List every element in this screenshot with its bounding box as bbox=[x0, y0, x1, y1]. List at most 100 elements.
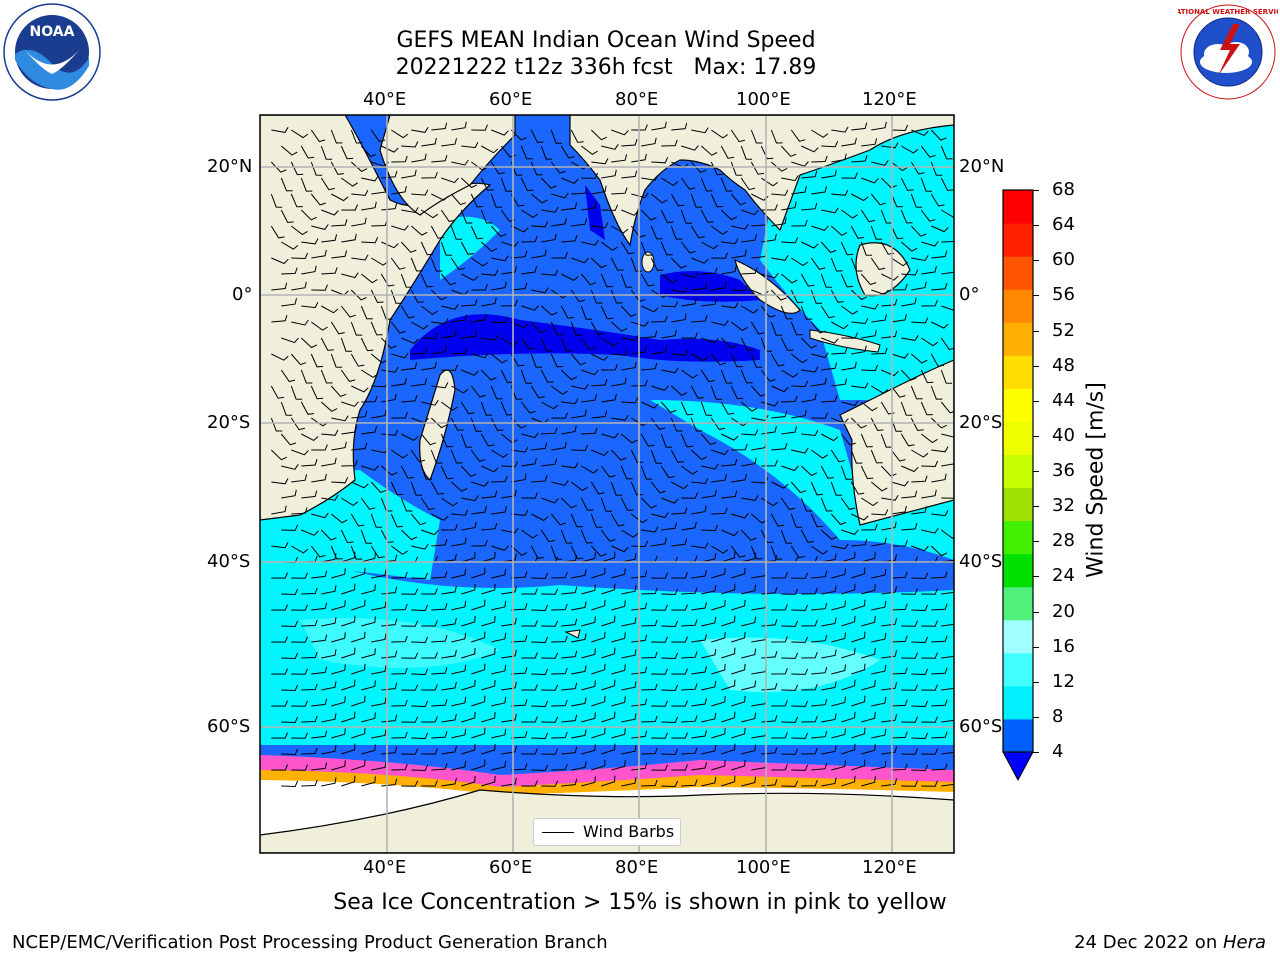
wind-barb bbox=[481, 775, 496, 787]
wind-barb bbox=[441, 585, 457, 595]
wind-barb bbox=[831, 760, 846, 771]
wind-barb bbox=[421, 529, 439, 536]
wind-barb bbox=[601, 711, 616, 723]
wind-barb bbox=[781, 716, 799, 723]
wind-barb bbox=[800, 273, 815, 287]
wind-barb bbox=[801, 779, 818, 787]
wind-barb bbox=[511, 763, 528, 771]
wind-barb bbox=[341, 272, 359, 279]
wind-barb bbox=[410, 513, 427, 526]
wind-barb bbox=[941, 655, 954, 659]
wind-barb bbox=[840, 497, 856, 510]
wind-barb bbox=[291, 129, 309, 139]
wind-barb bbox=[820, 305, 835, 319]
wind-barb bbox=[391, 635, 408, 643]
wind-barb bbox=[931, 510, 949, 517]
wind-barb bbox=[301, 459, 318, 467]
wind-barb bbox=[321, 585, 337, 595]
wind-barb bbox=[721, 647, 736, 659]
wind-barb bbox=[281, 337, 299, 344]
wind-barb bbox=[321, 494, 339, 501]
wind-barb bbox=[791, 409, 807, 419]
wind-barb bbox=[681, 297, 697, 307]
wind-barb bbox=[381, 202, 398, 211]
wind-barb bbox=[521, 748, 538, 755]
wind-barb bbox=[350, 161, 368, 173]
wind-barb bbox=[661, 748, 679, 756]
colorbar-under-triangle bbox=[1002, 751, 1034, 782]
wind-barb bbox=[541, 652, 559, 659]
wind-barb bbox=[860, 465, 874, 480]
wind-barb bbox=[870, 193, 886, 206]
wind-barb bbox=[671, 732, 688, 739]
wind-barb bbox=[811, 762, 828, 771]
wind-barb bbox=[450, 257, 466, 271]
wind-barb bbox=[781, 748, 799, 755]
wind-barb bbox=[321, 617, 337, 627]
wind-barb bbox=[811, 352, 829, 359]
wind-barb bbox=[731, 567, 746, 579]
wind-barb bbox=[570, 321, 583, 336]
wind-barbs-legend: Wind Barbs bbox=[533, 818, 681, 846]
wind-barb bbox=[921, 652, 938, 659]
wind-barb bbox=[521, 457, 537, 467]
wind-barb bbox=[531, 764, 549, 772]
wind-barb bbox=[331, 193, 349, 202]
footer-left: NCEP/EMC/Verification Post Processing Pr… bbox=[12, 932, 608, 953]
colorbar bbox=[1002, 189, 1034, 782]
wind-barb bbox=[430, 481, 445, 495]
lat-tick-left: 60°S bbox=[207, 716, 251, 737]
wind-barb bbox=[941, 719, 954, 723]
wind-barb bbox=[711, 632, 726, 643]
wind-barb bbox=[891, 731, 908, 739]
wind-barb bbox=[381, 145, 399, 153]
wind-barb bbox=[311, 224, 329, 230]
wind-barb bbox=[611, 225, 629, 234]
wind-barb bbox=[731, 759, 746, 771]
legend-line-icon bbox=[542, 832, 574, 833]
wind-barb bbox=[411, 604, 429, 612]
wind-barb bbox=[401, 684, 419, 691]
wind-barb bbox=[731, 249, 747, 259]
wind-barb bbox=[641, 137, 657, 147]
wind-barb bbox=[861, 523, 878, 531]
wind-barb bbox=[371, 761, 387, 771]
wind-barb bbox=[541, 233, 557, 243]
wind-barb bbox=[591, 410, 608, 419]
wind-barb bbox=[841, 551, 856, 563]
wind-barb bbox=[670, 193, 685, 207]
wind-barb bbox=[651, 572, 668, 579]
wind-barb bbox=[731, 695, 746, 707]
wind-barb bbox=[431, 667, 448, 675]
wind-barb bbox=[511, 699, 528, 707]
wind-barb bbox=[671, 604, 688, 611]
wind-barb bbox=[731, 284, 749, 292]
wind-barb bbox=[321, 305, 339, 314]
wind-barb bbox=[841, 332, 858, 339]
wind-barb bbox=[820, 273, 833, 288]
wind-barb bbox=[451, 600, 467, 611]
wind-barb bbox=[811, 545, 828, 555]
wind-barb bbox=[321, 777, 337, 787]
wind-barb bbox=[861, 584, 876, 595]
wind-barb bbox=[411, 153, 427, 163]
wind-barb bbox=[870, 417, 884, 432]
wind-barb bbox=[301, 779, 318, 787]
wind-barb bbox=[631, 634, 648, 643]
wind-barb bbox=[661, 716, 679, 724]
wind-barb bbox=[601, 775, 616, 787]
colorbar-tick: 4 bbox=[1052, 741, 1064, 762]
wind-barb bbox=[571, 409, 587, 419]
wind-barb bbox=[890, 225, 904, 240]
wind-barb bbox=[291, 668, 308, 675]
wind-barb bbox=[391, 571, 408, 579]
wind-barb bbox=[501, 460, 519, 468]
wind-barb bbox=[621, 681, 637, 691]
wind-barb bbox=[930, 193, 945, 207]
wind-barb bbox=[870, 481, 888, 492]
wind-barb bbox=[621, 617, 637, 627]
wind-barb bbox=[401, 652, 419, 659]
wind-barb bbox=[831, 600, 846, 611]
wind-barb bbox=[611, 349, 629, 356]
wind-barb bbox=[881, 298, 898, 307]
